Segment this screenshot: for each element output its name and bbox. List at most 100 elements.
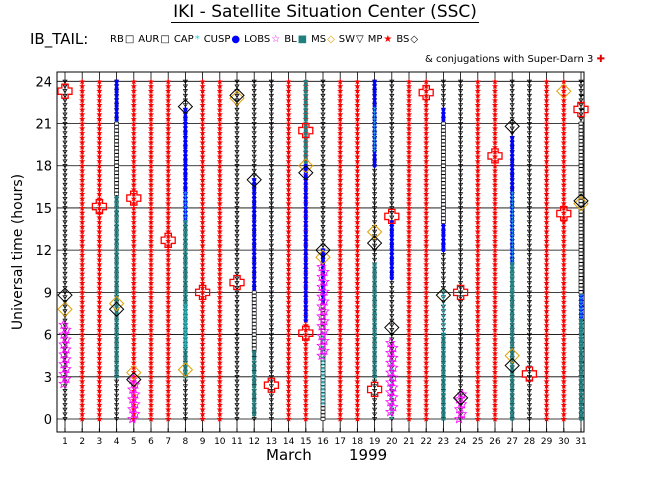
mp-point [216, 181, 223, 188]
aur-point [578, 227, 584, 231]
cap-point: * [390, 404, 394, 413]
mp-point [543, 406, 550, 413]
aur-point [320, 367, 326, 372]
mp-point [474, 270, 481, 277]
mp-point [560, 78, 567, 85]
mp-point [354, 228, 361, 235]
cusp-point [303, 311, 308, 316]
cap-point: * [441, 302, 445, 311]
mp-point [491, 129, 499, 136]
cusp-point [510, 163, 515, 168]
cusp-point [579, 300, 583, 305]
mp-point [130, 307, 137, 314]
mp-point [147, 303, 155, 310]
bl-point [303, 83, 308, 87]
bl-point [183, 262, 188, 266]
mp-point [405, 378, 413, 385]
mp-point [405, 368, 413, 375]
sw-point [320, 89, 326, 94]
mp-point [79, 190, 86, 197]
bl-point [114, 371, 119, 375]
bl-point [510, 315, 515, 319]
sw-point [526, 332, 533, 338]
mp-point [560, 134, 567, 141]
mp-point [337, 186, 344, 193]
mp-point [285, 368, 292, 375]
bl-point [183, 364, 188, 368]
mp-point [285, 200, 292, 207]
mp-point [96, 153, 103, 160]
mp-point [96, 125, 103, 132]
sw-point [389, 196, 395, 202]
cusp-point [114, 103, 119, 108]
cusp-point [303, 181, 308, 186]
x-tick-label: 29 [541, 437, 553, 447]
mp-point [199, 153, 206, 160]
sw-point [251, 107, 257, 113]
bl-point [441, 333, 446, 337]
aur-point [114, 192, 119, 196]
aur-point [578, 216, 584, 221]
sw-point [526, 407, 533, 413]
x-tick-label: 10 [214, 437, 226, 447]
mp-point [147, 340, 155, 347]
mp-point [130, 209, 137, 216]
cap-point: * [321, 397, 325, 406]
mp-point [79, 139, 86, 146]
bl-point [183, 234, 188, 238]
mp-point [79, 158, 86, 164]
mp-point [491, 134, 499, 141]
sw-point [234, 393, 240, 399]
sw-point [526, 168, 533, 174]
sw-point [526, 398, 533, 403]
mp-point [216, 326, 223, 333]
mp-point [354, 218, 361, 225]
bl-point [510, 375, 515, 379]
legend-item-bl: BL■ [284, 34, 307, 45]
mp-point [216, 415, 223, 422]
mp-point [354, 144, 361, 150]
sw-point [234, 248, 240, 253]
cusp-point [441, 234, 446, 239]
x-tick-label: 21 [403, 437, 414, 447]
mp-point [423, 275, 430, 282]
mp-point [199, 378, 206, 385]
mp-point [285, 307, 292, 314]
cusp-point [372, 121, 377, 126]
mp-point [405, 129, 413, 136]
mp-point [96, 233, 103, 239]
mp-point [130, 101, 137, 108]
sw-point [62, 84, 68, 89]
mp-point [199, 411, 206, 417]
sw-point [62, 314, 68, 319]
cusp-point [252, 195, 257, 200]
mp-point [216, 101, 223, 108]
sw-point [457, 112, 464, 117]
bl-point [183, 319, 188, 323]
mp-point [79, 233, 86, 239]
cusp-point [510, 255, 515, 260]
cusp-point [252, 262, 257, 267]
cusp-point [510, 230, 515, 235]
mp-point [199, 172, 206, 178]
aur-point [578, 139, 584, 143]
bl-point [252, 364, 257, 368]
mp-point [199, 83, 206, 89]
bs-marker [57, 287, 73, 303]
mp-point [543, 209, 550, 216]
sw-point [389, 285, 395, 291]
mp-point [491, 97, 499, 104]
x-tick-label: 11 [231, 437, 242, 447]
cap-point: * [510, 229, 514, 238]
mp-point [337, 354, 344, 361]
mp-point [216, 256, 223, 263]
sw-point [371, 182, 378, 188]
cusp-point [579, 293, 583, 298]
sw-point [62, 196, 68, 202]
mp-point [474, 153, 481, 160]
sw-point [457, 239, 464, 244]
mp-point [337, 106, 344, 113]
cap-point: * [321, 390, 325, 399]
sw-point [526, 285, 533, 291]
bl-point [183, 224, 188, 228]
